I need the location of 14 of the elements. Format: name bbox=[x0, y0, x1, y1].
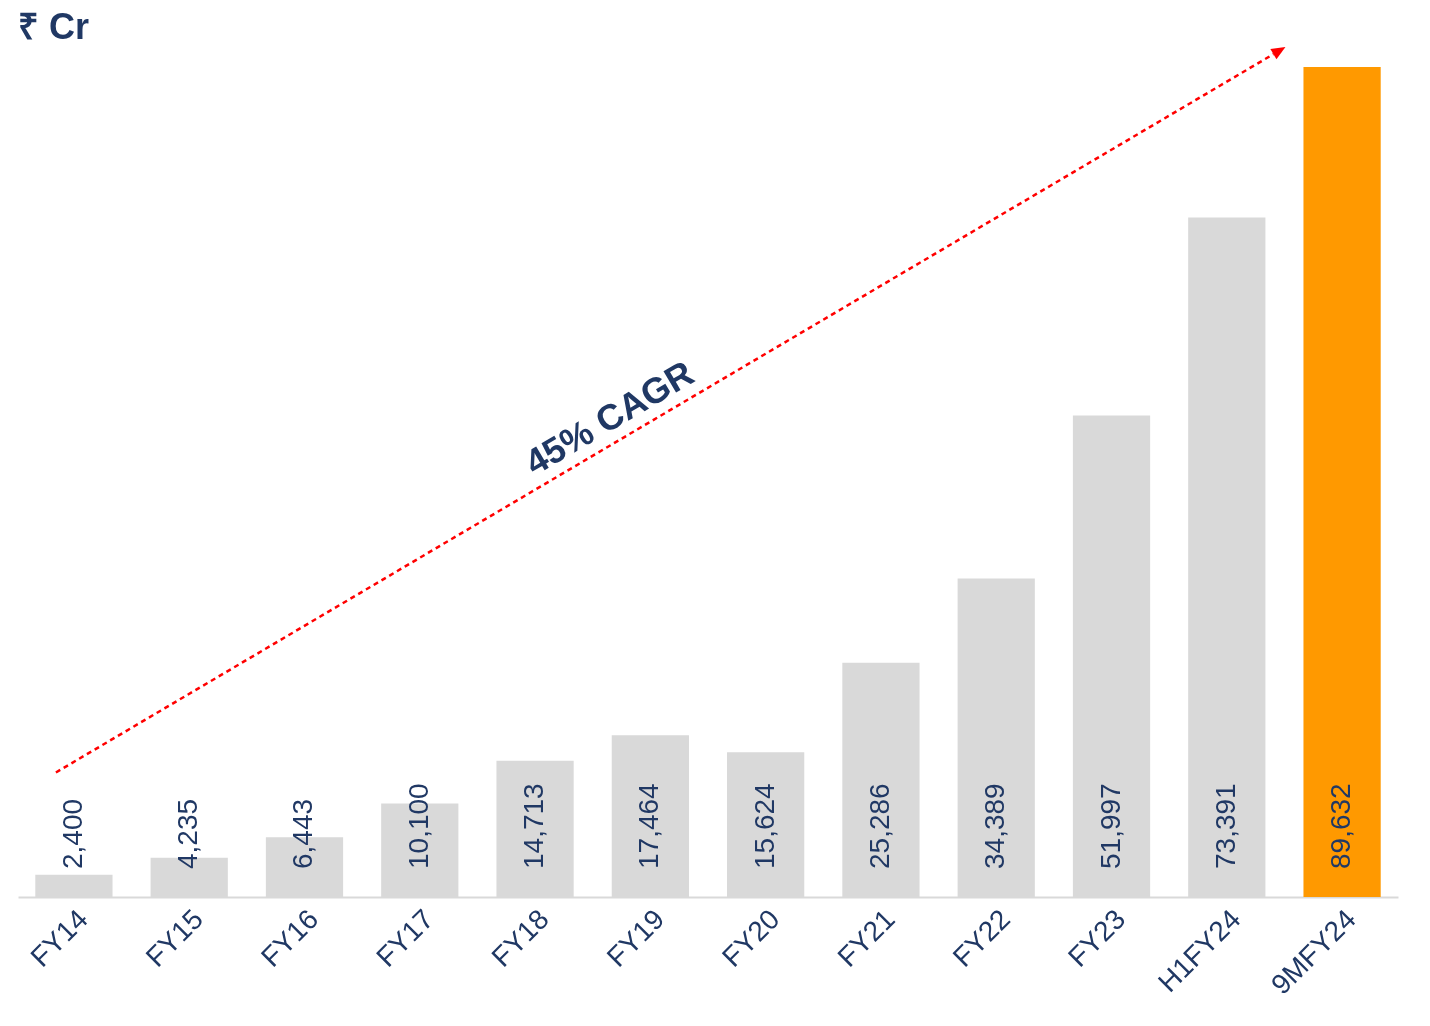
data-label: 51,997 bbox=[1094, 783, 1126, 869]
data-label: 10,100 bbox=[402, 783, 434, 869]
data-label: 73,391 bbox=[1209, 783, 1241, 869]
data-label: 6,443 bbox=[287, 798, 319, 869]
data-label: 4,235 bbox=[172, 798, 204, 869]
data-label: 25,286 bbox=[863, 783, 895, 869]
data-label: 89,632 bbox=[1325, 783, 1357, 869]
data-label: 14,713 bbox=[518, 783, 550, 869]
data-label: 15,624 bbox=[748, 783, 780, 869]
bar bbox=[1303, 67, 1381, 897]
data-label: 17,464 bbox=[633, 783, 665, 869]
chart-title: ₹ Cr bbox=[18, 6, 90, 47]
data-label: 2,400 bbox=[56, 798, 88, 869]
data-label: 34,389 bbox=[979, 783, 1011, 869]
